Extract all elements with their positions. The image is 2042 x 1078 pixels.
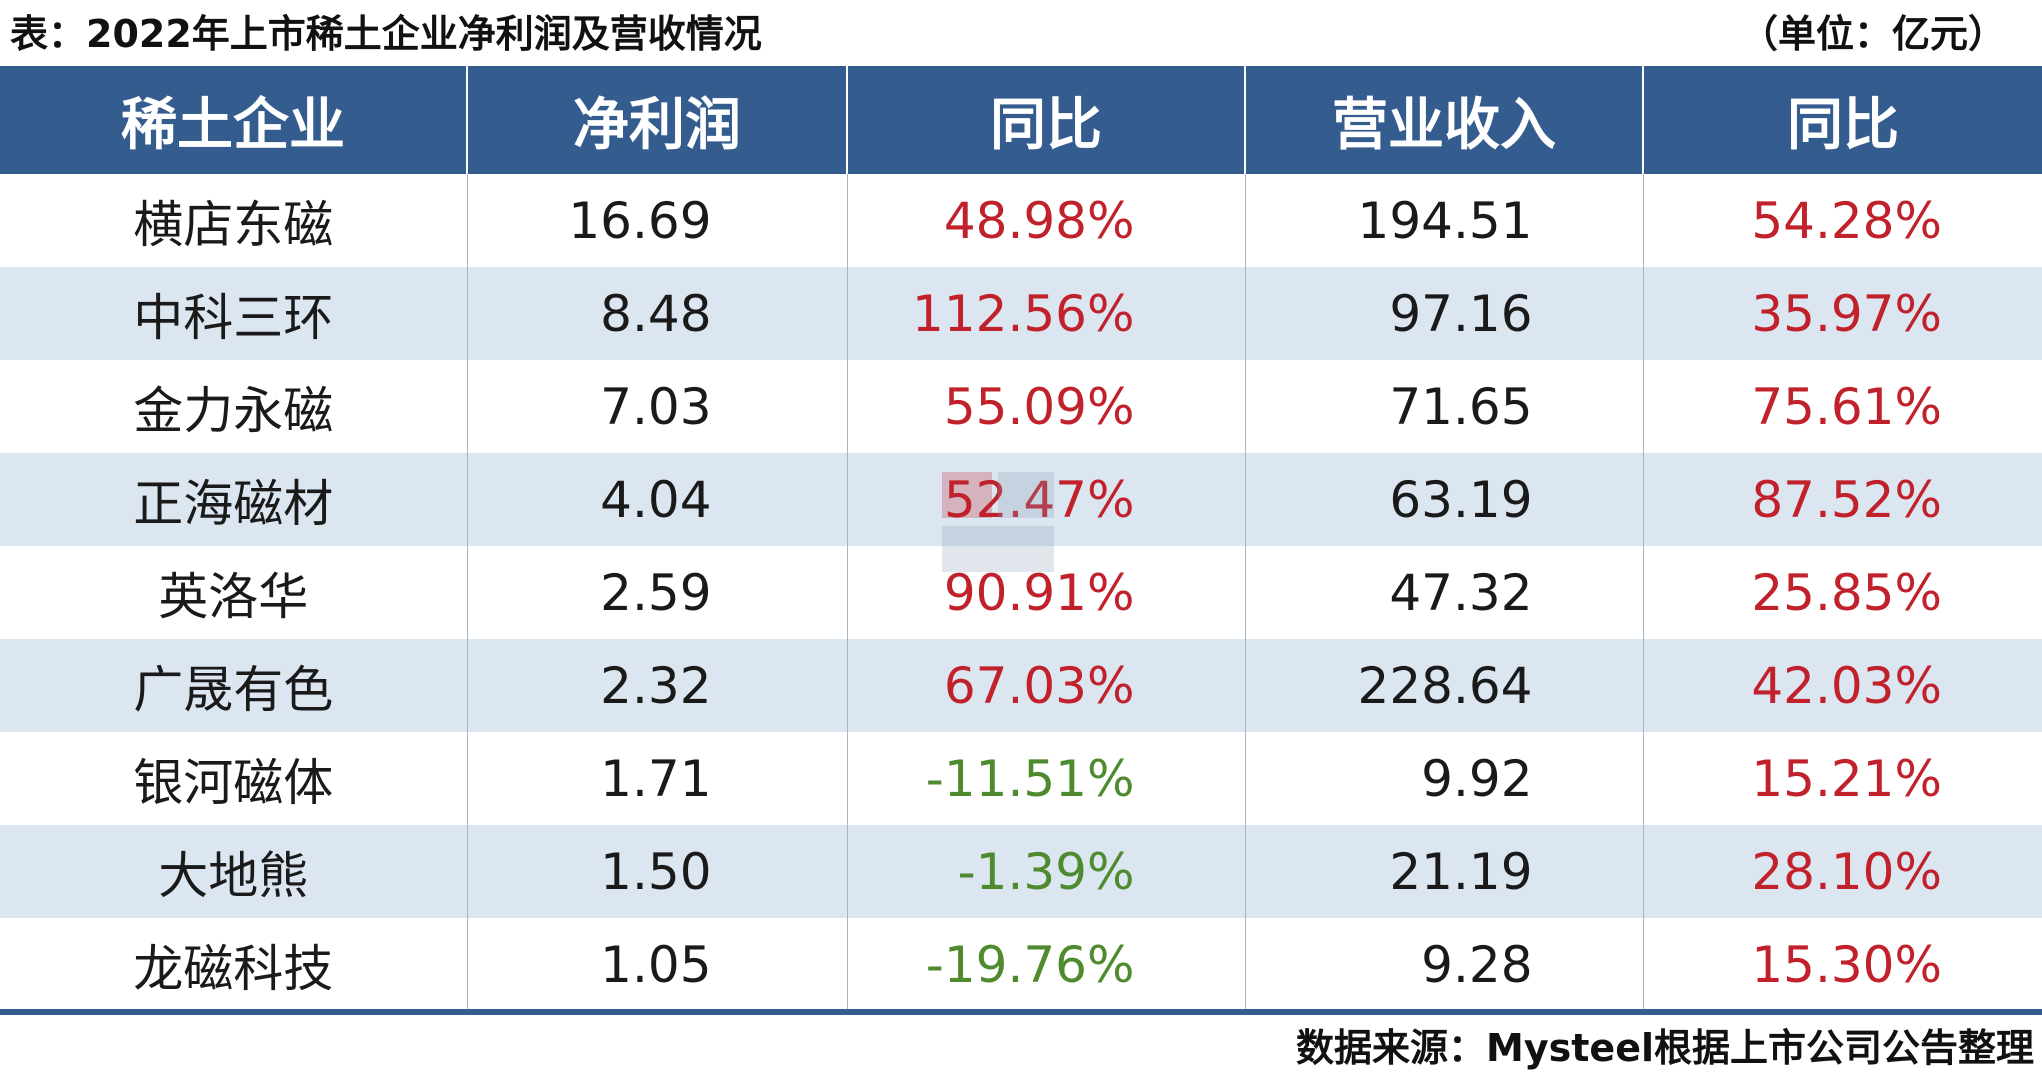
- table-row: 大地熊 1.50 -1.39% 21.19 28.10%: [0, 825, 2042, 918]
- profit-yoy-cell: -1.39%: [846, 825, 1245, 918]
- revenue-yoy-cell: 15.30%: [1642, 918, 2042, 1011]
- revenue-cell: 194.51: [1244, 174, 1643, 267]
- revenue-cell: 21.19: [1244, 825, 1643, 918]
- revenue-cell: 63.19: [1244, 453, 1643, 546]
- revenue-yoy-cell: 15.21%: [1642, 732, 2042, 825]
- revenue-cell: 9.92: [1244, 732, 1643, 825]
- table-title: 表：2022年上市稀土企业净利润及营收情况: [10, 12, 762, 56]
- table-row: 广晟有色 2.32 67.03% 228.64 42.03%: [0, 639, 2042, 732]
- data-table-container: 稀土企业 净利润 同比 营业收入 同比 横店东磁 16.69 48.98% 19…: [0, 66, 2042, 1011]
- header-net-profit: 净利润: [466, 66, 847, 174]
- revenue-cell: 9.28: [1244, 918, 1643, 1011]
- revenue-yoy-cell: 28.10%: [1642, 825, 2042, 918]
- table-row: 正海磁材 4.04 52.47% 63.19 87.52%: [0, 453, 2042, 546]
- net-profit-cell: 7.03: [466, 360, 847, 453]
- net-profit-cell: 4.04: [466, 453, 847, 546]
- profit-yoy-cell: 52.47%: [846, 453, 1245, 546]
- profit-yoy-cell: -19.76%: [846, 918, 1245, 1011]
- profit-yoy-cell: -11.51%: [846, 732, 1245, 825]
- company-cell: 广晟有色: [0, 639, 467, 732]
- revenue-yoy-cell: 75.61%: [1642, 360, 2042, 453]
- revenue-cell: 228.64: [1244, 639, 1643, 732]
- profit-yoy-cell: 90.91%: [846, 546, 1245, 639]
- table-row: 英洛华 2.59 90.91% 47.32 25.85%: [0, 546, 2042, 639]
- net-profit-cell: 16.69: [466, 174, 847, 267]
- company-cell: 英洛华: [0, 546, 467, 639]
- header-company: 稀土企业: [0, 66, 467, 174]
- table-row: 中科三环 8.48 112.56% 97.16 35.97%: [0, 267, 2042, 360]
- revenue-yoy-cell: 54.28%: [1642, 174, 2042, 267]
- revenue-yoy-cell: 25.85%: [1642, 546, 2042, 639]
- table-row: 横店东磁 16.69 48.98% 194.51 54.28%: [0, 174, 2042, 267]
- company-cell: 大地熊: [0, 825, 467, 918]
- net-profit-cell: 1.50: [466, 825, 847, 918]
- rare-earth-table: 稀土企业 净利润 同比 营业收入 同比 横店东磁 16.69 48.98% 19…: [0, 66, 2042, 1011]
- source-note: 数据来源：Mysteel根据上市公司公告整理: [1296, 1026, 2034, 1070]
- table-bottom-rule: [0, 1009, 2042, 1015]
- company-cell: 中科三环: [0, 267, 467, 360]
- net-profit-cell: 2.32: [466, 639, 847, 732]
- company-cell: 银河磁体: [0, 732, 467, 825]
- revenue-cell: 97.16: [1244, 267, 1643, 360]
- company-cell: 金力永磁: [0, 360, 467, 453]
- net-profit-cell: 1.05: [466, 918, 847, 1011]
- net-profit-cell: 2.59: [466, 546, 847, 639]
- header-revenue-yoy: 同比: [1642, 66, 2042, 174]
- table-row: 银河磁体 1.71 -11.51% 9.92 15.21%: [0, 732, 2042, 825]
- table-row: 龙磁科技 1.05 -19.76% 9.28 15.30%: [0, 918, 2042, 1011]
- revenue-yoy-cell: 87.52%: [1642, 453, 2042, 546]
- table-row: 金力永磁 7.03 55.09% 71.65 75.61%: [0, 360, 2042, 453]
- company-cell: 正海磁材: [0, 453, 467, 546]
- revenue-yoy-cell: 35.97%: [1642, 267, 2042, 360]
- net-profit-cell: 1.71: [466, 732, 847, 825]
- profit-yoy-cell: 112.56%: [846, 267, 1245, 360]
- table-body: 横店东磁 16.69 48.98% 194.51 54.28% 中科三环 8.4…: [0, 174, 2042, 1011]
- company-cell: 龙磁科技: [0, 918, 467, 1011]
- company-cell: 横店东磁: [0, 174, 467, 267]
- header-revenue: 营业收入: [1244, 66, 1643, 174]
- header-row: 稀土企业 净利润 同比 营业收入 同比: [0, 66, 2042, 174]
- profit-yoy-cell: 55.09%: [846, 360, 1245, 453]
- unit-label: （单位：亿元）: [1739, 12, 2006, 56]
- revenue-yoy-cell: 42.03%: [1642, 639, 2042, 732]
- revenue-cell: 47.32: [1244, 546, 1643, 639]
- net-profit-cell: 8.48: [466, 267, 847, 360]
- header-profit-yoy: 同比: [846, 66, 1245, 174]
- profit-yoy-cell: 67.03%: [846, 639, 1245, 732]
- profit-yoy-cell: 48.98%: [846, 174, 1245, 267]
- revenue-cell: 71.65: [1244, 360, 1643, 453]
